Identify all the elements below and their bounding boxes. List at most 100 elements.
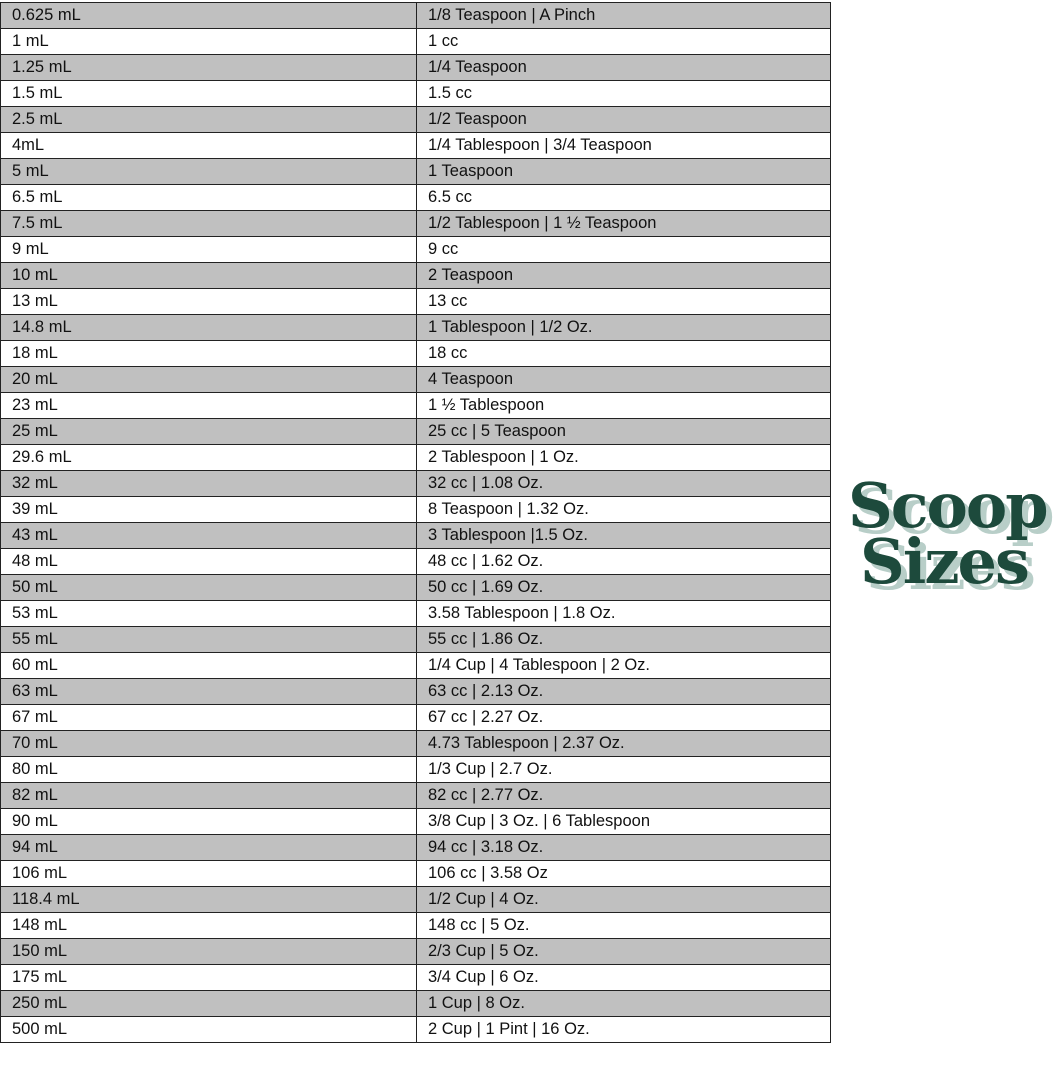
table-row: 1.25 mL 1/4 Teaspoon — [0, 54, 831, 81]
table-row: 4mL 1/4 Tablespoon | 3/4 Teaspoon — [0, 132, 831, 159]
volume-ml-cell: 29.6 mL — [0, 444, 417, 471]
table-row: 53 mL 3.58 Tablespoon | 1.8 Oz. — [0, 600, 831, 627]
table-row: 18 mL 18 cc — [0, 340, 831, 367]
table-row: 14.8 mL 1 Tablespoon | 1/2 Oz. — [0, 314, 831, 341]
table-row: 2.5 mL 1/2 Teaspoon — [0, 106, 831, 133]
volume-ml-cell: 94 mL — [0, 834, 417, 861]
equivalent-cell: 3/8 Cup | 3 Oz. | 6 Tablespoon — [416, 808, 831, 835]
volume-ml-cell: 148 mL — [0, 912, 417, 939]
volume-ml-cell: 175 mL — [0, 964, 417, 991]
table-row: 7.5 mL 1/2 Tablespoon | 1 ½ Teaspoon — [0, 210, 831, 237]
table-row: 6.5 mL 6.5 cc — [0, 184, 831, 211]
equivalent-cell: 1/8 Teaspoon | A Pinch — [416, 2, 831, 29]
table-row: 500 mL 2 Cup | 1 Pint | 16 Oz. — [0, 1016, 831, 1043]
equivalent-cell: 106 cc | 3.58 Oz — [416, 860, 831, 887]
equivalent-cell: 8 Teaspoon | 1.32 Oz. — [416, 496, 831, 523]
volume-ml-cell: 1.25 mL — [0, 54, 417, 81]
table-row: 1.5 mL 1.5 cc — [0, 80, 831, 107]
volume-ml-cell: 6.5 mL — [0, 184, 417, 211]
table-row: 43 mL 3 Tablespoon |1.5 Oz. — [0, 522, 831, 549]
volume-ml-cell: 25 mL — [0, 418, 417, 445]
volume-ml-cell: 20 mL — [0, 366, 417, 393]
table-row: 1 mL 1 cc — [0, 28, 831, 55]
equivalent-cell: 2 Cup | 1 Pint | 16 Oz. — [416, 1016, 831, 1043]
table-row: 150 mL 2/3 Cup | 5 Oz. — [0, 938, 831, 965]
volume-ml-cell: 63 mL — [0, 678, 417, 705]
table-row: 175 mL 3/4 Cup | 6 Oz. — [0, 964, 831, 991]
equivalent-cell: 1/4 Cup | 4 Tablespoon | 2 Oz. — [416, 652, 831, 679]
scoop-size-table: 0.625 mL 1/8 Teaspoon | A Pinch 1 mL 1 cc 1.… — [0, 2, 831, 1043]
equivalent-cell: 1/3 Cup | 2.7 Oz. — [416, 756, 831, 783]
table-row: 48 mL 48 cc | 1.62 Oz. — [0, 548, 831, 575]
table-row: 9 mL 9 cc — [0, 236, 831, 263]
equivalent-cell: 3.58 Tablespoon | 1.8 Oz. — [416, 600, 831, 627]
equivalent-cell: 67 cc | 2.27 Oz. — [416, 704, 831, 731]
volume-ml-cell: 13 mL — [0, 288, 417, 315]
volume-ml-cell: 67 mL — [0, 704, 417, 731]
table-row: 55 mL 55 cc | 1.86 Oz. — [0, 626, 831, 653]
volume-ml-cell: 90 mL — [0, 808, 417, 835]
table-row: 39 mL 8 Teaspoon | 1.32 Oz. — [0, 496, 831, 523]
volume-ml-cell: 80 mL — [0, 756, 417, 783]
table-row: 82 mL 82 cc | 2.77 Oz. — [0, 782, 831, 809]
volume-ml-cell: 250 mL — [0, 990, 417, 1017]
equivalent-cell: 94 cc | 3.18 Oz. — [416, 834, 831, 861]
equivalent-cell: 1 ½ Tablespoon — [416, 392, 831, 419]
table-row: 250 mL 1 Cup | 8 Oz. — [0, 990, 831, 1017]
volume-ml-cell: 500 mL — [0, 1016, 417, 1043]
volume-ml-cell: 4mL — [0, 132, 417, 159]
table-row: 70 mL 4.73 Tablespoon | 2.37 Oz. — [0, 730, 831, 757]
volume-ml-cell: 5 mL — [0, 158, 417, 185]
table-row: 20 mL 4 Teaspoon — [0, 366, 831, 393]
volume-ml-cell: 53 mL — [0, 600, 417, 627]
equivalent-cell: 4 Teaspoon — [416, 366, 831, 393]
volume-ml-cell: 23 mL — [0, 392, 417, 419]
volume-ml-cell: 82 mL — [0, 782, 417, 809]
equivalent-cell: 148 cc | 5 Oz. — [416, 912, 831, 939]
volume-ml-cell: 106 mL — [0, 860, 417, 887]
equivalent-cell: 1/2 Teaspoon — [416, 106, 831, 133]
volume-ml-cell: 7.5 mL — [0, 210, 417, 237]
equivalent-cell: 82 cc | 2.77 Oz. — [416, 782, 831, 809]
volume-ml-cell: 18 mL — [0, 340, 417, 367]
table-row: 80 mL 1/3 Cup | 2.7 Oz. — [0, 756, 831, 783]
equivalent-cell: 50 cc | 1.69 Oz. — [416, 574, 831, 601]
table-row: 25 mL 25 cc | 5 Teaspoon — [0, 418, 831, 445]
volume-ml-cell: 150 mL — [0, 938, 417, 965]
scoop-sizes-title: Scoop Sizes — [848, 469, 1063, 598]
table-row: 23 mL 1 ½ Tablespoon — [0, 392, 831, 419]
volume-ml-cell: 10 mL — [0, 262, 417, 289]
equivalent-cell: 1 Tablespoon | 1/2 Oz. — [416, 314, 831, 341]
table-row: 5 mL 1 Teaspoon — [0, 158, 831, 185]
table-row: 148 mL 148 cc | 5 Oz. — [0, 912, 831, 939]
equivalent-cell: 18 cc — [416, 340, 831, 367]
equivalent-cell: 6.5 cc — [416, 184, 831, 211]
equivalent-cell: 1/2 Tablespoon | 1 ½ Teaspoon — [416, 210, 831, 237]
equivalent-cell: 3 Tablespoon |1.5 Oz. — [416, 522, 831, 549]
volume-ml-cell: 39 mL — [0, 496, 417, 523]
volume-ml-cell: 118.4 mL — [0, 886, 417, 913]
table-row: 13 mL 13 cc — [0, 288, 831, 315]
equivalent-cell: 1.5 cc — [416, 80, 831, 107]
title-line-2: Sizes — [860, 525, 1030, 598]
volume-ml-cell: 1 mL — [0, 28, 417, 55]
volume-ml-cell: 9 mL — [0, 236, 417, 263]
equivalent-cell: 48 cc | 1.62 Oz. — [416, 548, 831, 575]
equivalent-cell: 1/4 Teaspoon — [416, 54, 831, 81]
table-row: 32 mL 32 cc | 1.08 Oz. — [0, 470, 831, 497]
title-line-1: Scoop — [848, 469, 1049, 542]
table-row: 90 mL 3/8 Cup | 3 Oz. | 6 Tablespoon — [0, 808, 831, 835]
equivalent-cell: 63 cc | 2.13 Oz. — [416, 678, 831, 705]
equivalent-cell: 1 Teaspoon — [416, 158, 831, 185]
volume-ml-cell: 14.8 mL — [0, 314, 417, 341]
table-row: 60 mL 1/4 Cup | 4 Tablespoon | 2 Oz. — [0, 652, 831, 679]
volume-ml-cell: 48 mL — [0, 548, 417, 575]
equivalent-cell: 2 Tablespoon | 1 Oz. — [416, 444, 831, 471]
equivalent-cell: 2/3 Cup | 5 Oz. — [416, 938, 831, 965]
equivalent-cell: 1/2 Cup | 4 Oz. — [416, 886, 831, 913]
table-row: 118.4 mL 1/2 Cup | 4 Oz. — [0, 886, 831, 913]
table-row: 29.6 mL 2 Tablespoon | 1 Oz. — [0, 444, 831, 471]
volume-ml-cell: 60 mL — [0, 652, 417, 679]
table-row: 50 mL 50 cc | 1.69 Oz. — [0, 574, 831, 601]
equivalent-cell: 32 cc | 1.08 Oz. — [416, 470, 831, 497]
